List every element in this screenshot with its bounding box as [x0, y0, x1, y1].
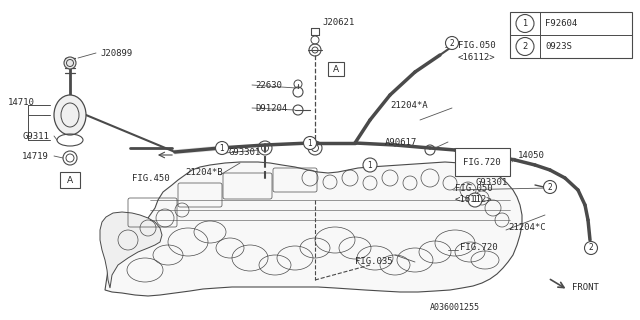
Text: 21204*A: 21204*A: [390, 100, 428, 109]
Text: A036001255: A036001255: [430, 303, 480, 313]
Circle shape: [303, 137, 317, 149]
Text: A90617: A90617: [385, 138, 417, 147]
Circle shape: [445, 36, 458, 50]
Text: 1: 1: [308, 139, 312, 148]
Text: FIG.050: FIG.050: [455, 183, 493, 193]
Text: 21204*B: 21204*B: [185, 167, 223, 177]
Text: 1: 1: [522, 19, 527, 28]
Bar: [328, 62, 344, 76]
Text: 14719: 14719: [22, 151, 49, 161]
Text: 22630: 22630: [255, 81, 282, 90]
Text: A: A: [333, 65, 339, 74]
Circle shape: [468, 193, 482, 207]
Text: FRONT: FRONT: [572, 284, 599, 292]
Circle shape: [64, 57, 76, 69]
Text: 2: 2: [589, 244, 593, 252]
Text: 1: 1: [367, 161, 372, 170]
Text: 1: 1: [220, 143, 225, 153]
Bar: [60, 172, 80, 188]
Circle shape: [363, 158, 377, 172]
Text: FIG.450: FIG.450: [132, 173, 170, 182]
Text: 0923S: 0923S: [545, 42, 572, 51]
Text: J20621: J20621: [322, 18, 355, 27]
Polygon shape: [105, 162, 522, 296]
Text: F92604: F92604: [545, 19, 577, 28]
Text: FIG.050: FIG.050: [458, 41, 495, 50]
Text: G9311: G9311: [22, 132, 49, 140]
Text: 1: 1: [472, 196, 477, 204]
Text: 2: 2: [450, 38, 454, 47]
Circle shape: [584, 242, 598, 254]
Text: FIG.035: FIG.035: [355, 258, 392, 267]
Ellipse shape: [54, 95, 86, 135]
Text: D91204: D91204: [255, 103, 287, 113]
Text: FIG.720: FIG.720: [463, 157, 501, 166]
Text: 14710: 14710: [8, 98, 35, 107]
Text: 21204*C: 21204*C: [508, 223, 546, 233]
Text: <16112>: <16112>: [458, 52, 495, 61]
Circle shape: [216, 141, 228, 155]
Text: G93301: G93301: [228, 148, 260, 156]
Text: FIG.720: FIG.720: [460, 244, 498, 252]
Text: J20899: J20899: [100, 49, 132, 58]
Bar: [510, 12, 632, 58]
Text: A: A: [67, 175, 73, 185]
Text: 2: 2: [548, 182, 552, 191]
Text: G93301: G93301: [475, 178, 508, 187]
Text: 2: 2: [522, 42, 527, 51]
Text: 14050: 14050: [518, 150, 545, 159]
Text: <16112>: <16112>: [455, 196, 493, 204]
Bar: [455, 148, 510, 176]
Circle shape: [543, 180, 557, 194]
Polygon shape: [100, 212, 162, 288]
